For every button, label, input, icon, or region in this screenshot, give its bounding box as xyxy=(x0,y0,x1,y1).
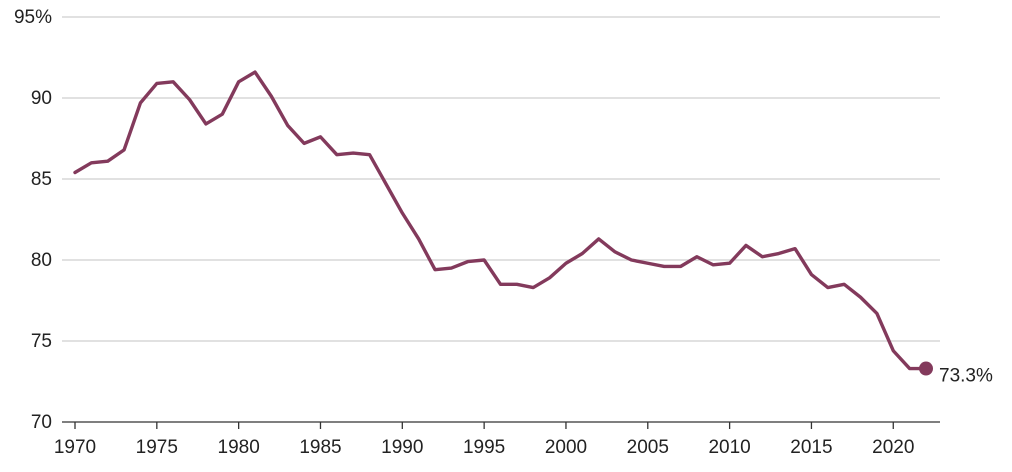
end-marker-layer: 73.3% xyxy=(919,361,993,387)
y-axis-tick-labels: 95% 90 85 80 75 70 xyxy=(14,7,52,433)
x-tick-label-1985: 1985 xyxy=(299,437,341,458)
grid-lines xyxy=(62,16,940,342)
y-tick-label-80: 80 xyxy=(31,250,52,271)
x-tick-label-1980: 1980 xyxy=(218,437,260,458)
y-tick-label-85: 85 xyxy=(31,169,52,190)
end-value-label: 73.3% xyxy=(939,366,993,387)
x-tick-label-2010: 2010 xyxy=(708,437,750,458)
x-tick-label-2005: 2005 xyxy=(627,437,669,458)
x-tick-label-2020: 2020 xyxy=(872,437,914,458)
y-tick-label-70: 70 xyxy=(31,412,52,433)
series-line-0 xyxy=(73,70,928,371)
x-tick-label-2000: 2000 xyxy=(545,437,587,458)
end-point-marker xyxy=(919,361,933,376)
series-layer xyxy=(73,70,928,371)
x-tick-label-1970: 1970 xyxy=(54,437,96,458)
x-tick-label-1975: 1975 xyxy=(136,437,178,458)
x-tick-label-1995: 1995 xyxy=(463,437,505,458)
y-tick-label-90: 90 xyxy=(31,88,52,109)
x-tick-label-1990: 1990 xyxy=(381,437,423,458)
x-tick-label-2015: 2015 xyxy=(790,437,832,458)
y-tick-label-95: 95% xyxy=(14,7,52,28)
x-axis: 1970 1975 1980 1985 1990 1995 2000 2005 2010 2015… xyxy=(54,421,940,458)
y-tick-label-75: 75 xyxy=(31,331,52,352)
